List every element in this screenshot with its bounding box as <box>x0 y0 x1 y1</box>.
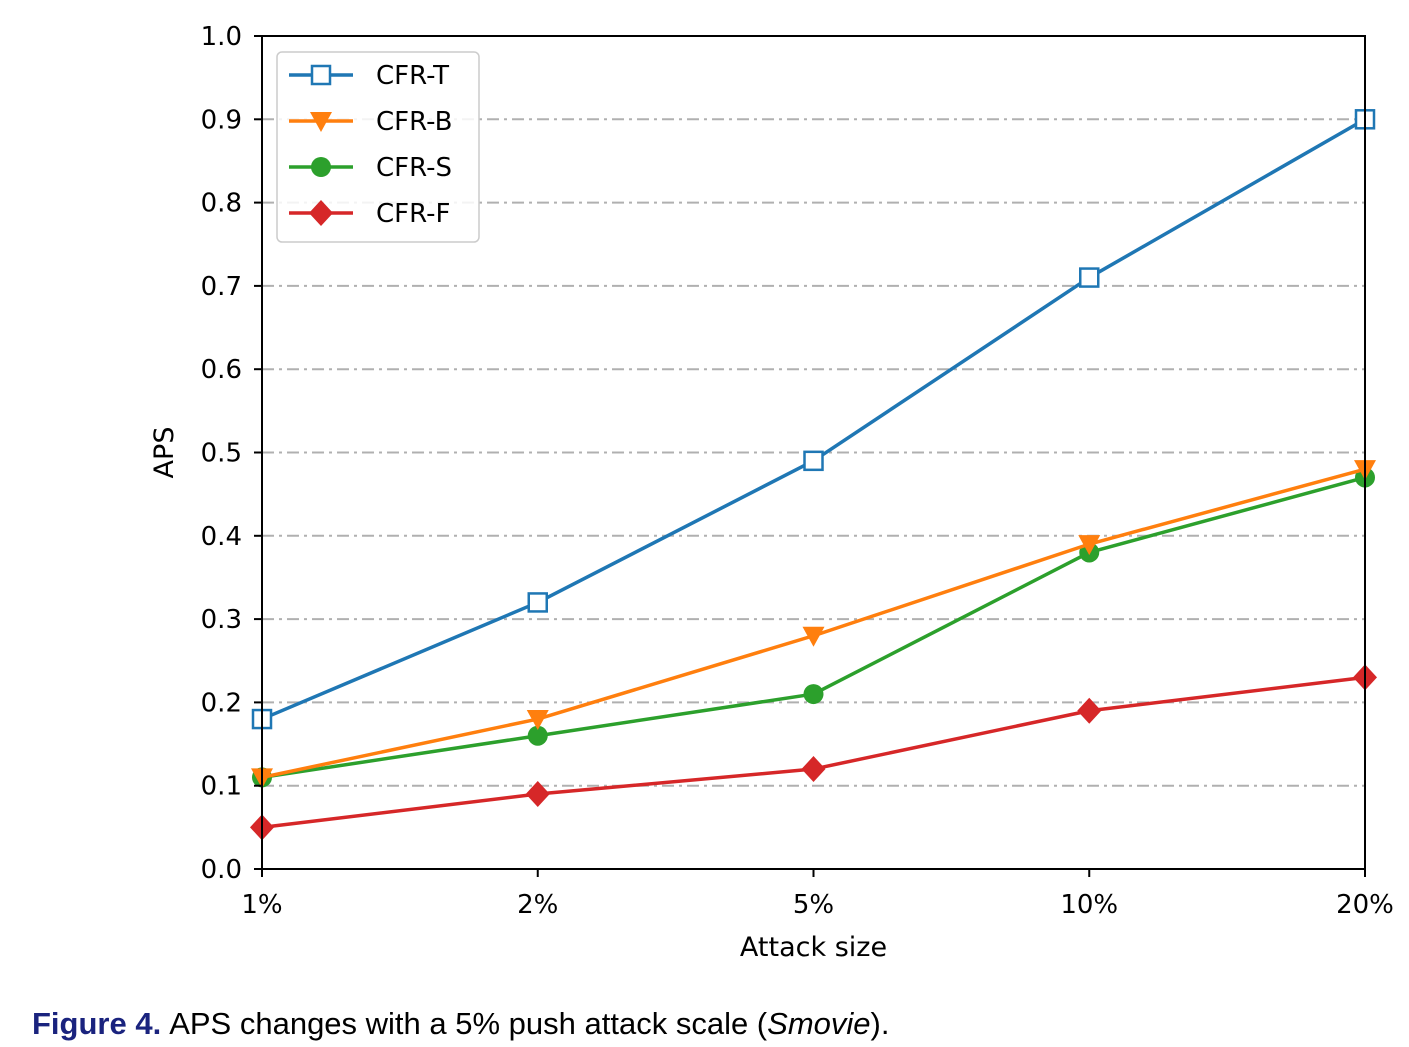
x-tick-label: 20% <box>1336 890 1394 920</box>
data-point <box>801 756 826 783</box>
data-point <box>1079 267 1100 288</box>
data-point <box>1078 535 1101 556</box>
data-point <box>802 626 825 647</box>
caption-text-end: ). <box>870 1006 890 1041</box>
x-tick-label: 1% <box>241 890 282 920</box>
legend-label: CFR-B <box>376 107 452 137</box>
legend-frame <box>276 51 480 243</box>
x-tick-label: 2% <box>517 890 558 920</box>
legend: CFR-T CFR-B CFR-S CFR-F <box>276 51 480 243</box>
series-line <box>261 467 1366 780</box>
axis-ticks: 0.0 0.1 0.2 0.3 0.4 0.5 0.6 0.7 0.8 0.9 1.0 1% 2% 5% 1… <box>201 22 1394 920</box>
x-tick-label: 5% <box>793 890 834 920</box>
data-point <box>527 725 548 746</box>
y-tick-label: 0.3 <box>201 605 242 635</box>
y-tick-label: 0.6 <box>201 355 242 385</box>
y-tick-label: 0.0 <box>201 855 242 885</box>
legend-item: CFR-T <box>289 61 449 91</box>
y-tick-label: 0.7 <box>201 272 242 302</box>
legend-item: CFR-B <box>289 107 452 137</box>
data-point <box>1077 697 1102 724</box>
figure-number: Figure 4. <box>32 1006 162 1041</box>
legend-marker <box>311 157 331 177</box>
legend-marker <box>310 112 332 132</box>
legend-item: CFR-S <box>289 153 452 183</box>
figure-caption: Figure 4. APS changes with a 5% push atta… <box>32 1006 889 1042</box>
legend-label: CFR-T <box>376 61 449 91</box>
caption-dataset: Smovie <box>767 1006 871 1041</box>
y-axis-label: APS <box>149 427 180 479</box>
data-point <box>803 684 824 705</box>
legend-item: CFR-F <box>289 199 450 229</box>
y-tick-label: 0.9 <box>201 105 242 135</box>
data-point <box>525 781 550 808</box>
line-chart: 0.0 0.1 0.2 0.3 0.4 0.5 0.6 0.7 0.8 0.9 1.0 1% 2% 5% 1… <box>149 22 1394 963</box>
y-tick-label: 0.8 <box>201 189 242 219</box>
data-point <box>527 592 548 613</box>
y-tick-label: 0.1 <box>201 772 242 802</box>
y-tick-label: 0.4 <box>201 522 242 552</box>
y-tick-label: 0.2 <box>201 688 242 718</box>
legend-marker <box>309 200 333 226</box>
legend-label: CFR-F <box>376 199 450 229</box>
series-cfr-b <box>251 460 1376 789</box>
caption-text: APS changes with a 5% push attack scale … <box>169 1006 768 1041</box>
series-lines <box>250 109 1377 841</box>
legend-marker <box>310 64 332 86</box>
legend-label: CFR-S <box>376 153 452 183</box>
data-point <box>526 710 549 731</box>
y-tick-label: 0.5 <box>201 439 242 469</box>
x-tick-label: 10% <box>1060 890 1118 920</box>
y-tick-label: 1.0 <box>201 22 242 52</box>
x-axis-label: Attack size <box>740 932 887 963</box>
data-point <box>803 450 824 472</box>
